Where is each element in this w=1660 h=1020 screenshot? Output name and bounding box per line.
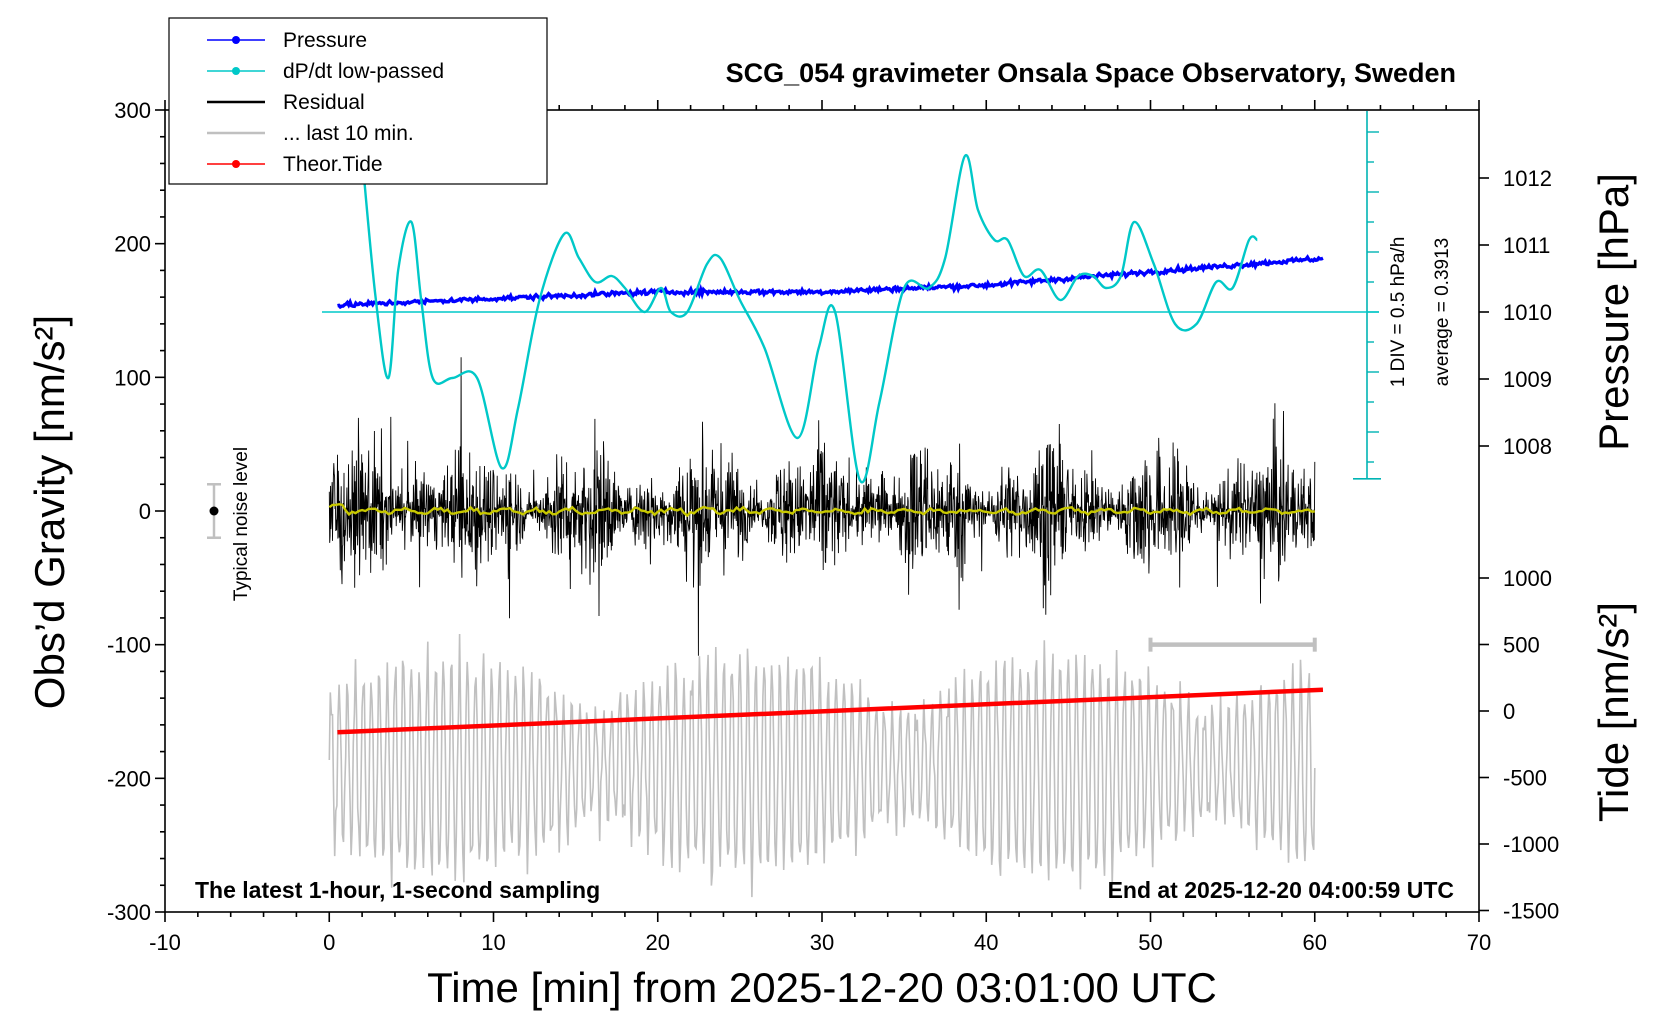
pressure-tick-label: 1012	[1503, 166, 1552, 191]
y-left-tick-label: -200	[107, 766, 151, 791]
chart-title: SCG_054 gravimeter Onsala Space Observat…	[726, 58, 1456, 88]
residual-line	[328, 357, 1316, 656]
x-tick-label: 0	[323, 930, 335, 955]
legend-label: dP/dt low-passed	[283, 60, 444, 83]
y-axis-title-tide: Tide [nm/s²]	[1590, 602, 1637, 822]
tide-tick-label: 0	[1503, 699, 1515, 724]
pressure-tick-label: 1010	[1503, 300, 1552, 325]
pressure-tick-label: 1009	[1503, 367, 1552, 392]
legend-marker	[232, 67, 240, 75]
pressure-tick-label: 1011	[1503, 233, 1550, 258]
tide-tick-label: -1500	[1503, 899, 1559, 924]
y-left-tick-label: 0	[139, 499, 151, 524]
legend-label: Theor.Tide	[283, 153, 383, 176]
tide-tick-label: 500	[1503, 633, 1540, 658]
tide-tick-label: 1000	[1503, 566, 1552, 591]
x-tick-label: 50	[1138, 930, 1162, 955]
dpdt-series	[360, 154, 1258, 484]
legend: Pressure dP/dt low-passed Residual ... last…	[168, 17, 548, 185]
x-tick-label: 60	[1303, 930, 1327, 955]
theor-tide-series	[337, 687, 1324, 735]
x-tick-label: 10	[481, 930, 505, 955]
end-note: End at 2025-12-20 04:00:59 UTC	[1108, 877, 1454, 903]
residual-smoothed	[328, 502, 1315, 518]
x-tick-label: 30	[810, 930, 834, 955]
noise-level-label: Typical noise level	[231, 447, 252, 601]
x-axis-title: Time [min] from 2025-12-20 03:01:00 UTC	[427, 964, 1217, 1011]
legend-label: ... last 10 min.	[283, 122, 414, 145]
x-tick-label: 70	[1467, 930, 1491, 955]
legend-entries: Pressure dP/dt low-passed Residual ... last…	[207, 29, 444, 176]
residual-series	[328, 357, 1316, 656]
pressure-series	[337, 254, 1324, 310]
y-axis-title-left: Obs’d Gravity [nm/s²]	[26, 315, 73, 709]
y-left-tick-label: 300	[114, 98, 151, 123]
y-left-tick-label: 200	[114, 232, 151, 257]
pressure-line	[337, 254, 1324, 310]
y-left-tick-label: 100	[114, 365, 151, 390]
tide-line	[337, 687, 1324, 735]
legend-marker	[232, 36, 240, 44]
legend-label: Pressure	[283, 29, 367, 52]
last-10-min-bracket	[1148, 637, 1317, 652]
axis-tick-labels: -10 0 10 20 30 40 50 60 703002001000-100-200-300…	[107, 98, 1559, 955]
x-tick-label: -10	[149, 930, 181, 955]
y-left-tick-label: -100	[107, 633, 151, 658]
tide-tick-label: -1000	[1503, 832, 1559, 857]
x-tick-label: 20	[646, 930, 670, 955]
noise-level-indicator	[207, 483, 221, 539]
noise-level-dot	[209, 506, 219, 516]
last-10-min-series	[328, 633, 1316, 898]
y-axis-title-pressure: Pressure [hPa]	[1590, 173, 1637, 451]
average-label: average = 0.3913	[1432, 238, 1453, 386]
y-left-tick-label: -300	[107, 900, 151, 925]
latest-note: The latest 1-hour, 1-second sampling	[195, 877, 600, 903]
legend-marker	[232, 160, 240, 168]
legend-label: Residual	[283, 91, 365, 114]
tide-tick-label: -500	[1503, 766, 1547, 791]
residual-smoothed-line	[328, 502, 1315, 518]
last-10-min-line	[328, 633, 1316, 898]
div-scale-label: 1 DIV = 0.5 hPa/h	[1388, 237, 1409, 388]
x-tick-label: 40	[974, 930, 998, 955]
pressure-tick-label: 1008	[1503, 434, 1552, 459]
dpdt-line	[360, 154, 1258, 484]
